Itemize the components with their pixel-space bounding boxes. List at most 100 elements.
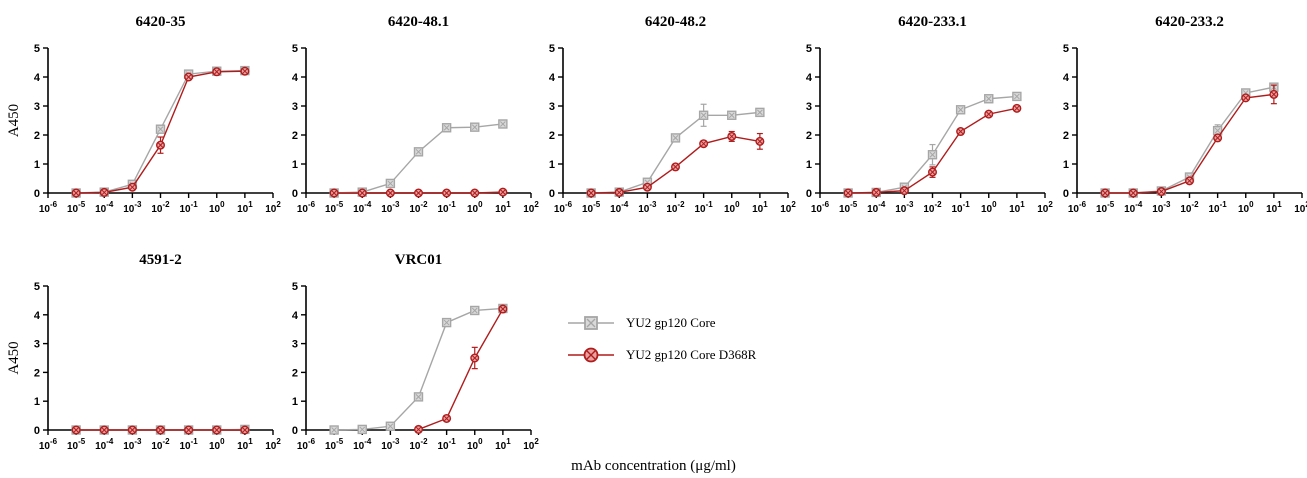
y-tick-label: 4 (292, 310, 299, 322)
x-tick-label: 10-4 (867, 200, 886, 215)
data-point-circle (1241, 93, 1251, 103)
chart-panel: 6420-48.2 0 1 2 3 4 5 10-6 10-5 10-4 10-3 10-2 10-1 1… (549, 14, 796, 215)
data-point-circle (498, 304, 508, 314)
data-point-circle (240, 66, 250, 76)
panel-title: VRC01 (395, 252, 443, 268)
x-tick-label: 10-2 (151, 200, 170, 215)
data-point-square (727, 110, 737, 120)
y-tick-label: 5 (806, 43, 812, 55)
data-point-circle (212, 425, 222, 435)
series-core (329, 119, 508, 198)
x-tick-label: 10-6 (554, 200, 573, 215)
y-tick-label: 4 (34, 72, 41, 84)
y-tick-label: 4 (1063, 72, 1070, 84)
x-tick-label: 10-3 (895, 200, 914, 215)
x-tick-label: 101 (752, 200, 768, 215)
y-tick-label: 3 (34, 339, 40, 351)
y-tick-label: 4 (292, 72, 299, 84)
series-core (329, 303, 508, 435)
x-tick-label: 10-3 (123, 200, 142, 215)
data-point-circle (1100, 188, 1110, 198)
data-point-circle (470, 188, 480, 198)
data-point-circle (843, 188, 853, 198)
y-tick-label: 3 (806, 101, 812, 113)
x-tick-label: 10-2 (923, 200, 942, 215)
data-point-circle (71, 188, 81, 198)
x-tick-label: 10-2 (409, 437, 428, 452)
x-tick-label: 10-4 (95, 437, 114, 452)
y-tick-label: 2 (34, 130, 40, 142)
data-point-circle (184, 425, 194, 435)
y-tick-label: 1 (292, 396, 298, 408)
data-point-circle (414, 424, 424, 434)
series-core-d368r (329, 187, 508, 198)
data-point-circle (212, 67, 222, 77)
data-point-circle (127, 182, 137, 192)
data-point-circle (984, 109, 994, 119)
x-tick-label: 10-5 (839, 200, 858, 215)
x-tick-label: 10-4 (610, 200, 629, 215)
data-point-square (441, 123, 452, 133)
data-point-circle (1128, 188, 1138, 198)
x-tick-label: 10-4 (1124, 200, 1143, 215)
series-core-d368r (71, 66, 250, 198)
data-point-circle (586, 188, 596, 198)
x-tick-label: 100 (209, 200, 225, 215)
y-tick-label: 1 (1063, 159, 1069, 171)
y-tick-label: 0 (806, 188, 812, 200)
x-tick-label: 101 (237, 437, 253, 452)
data-point-circle (442, 188, 452, 198)
y-tick-label: 2 (292, 130, 298, 142)
x-tick-label: 101 (1266, 200, 1282, 215)
y-tick-label: 3 (292, 339, 298, 351)
data-point-square (329, 425, 339, 435)
y-tick-label: 4 (34, 310, 41, 322)
chart-panel: 6420-48.1 0 1 2 3 4 5 10-6 10-5 10-4 10-3 10-2 10-1 1… (292, 14, 539, 215)
series-core (586, 103, 765, 198)
x-tick-label: 102 (265, 200, 281, 215)
y-axis-label: A450 (6, 341, 22, 374)
x-tick-label: 102 (523, 437, 539, 452)
x-tick-label: 10-1 (695, 200, 714, 215)
y-tick-label: 4 (549, 72, 556, 84)
y-tick-label: 5 (292, 43, 298, 55)
y-tick-label: 1 (34, 396, 40, 408)
data-point-circle (155, 425, 165, 435)
y-tick-label: 1 (806, 159, 812, 171)
x-tick-label: 10-5 (67, 200, 86, 215)
chart-panel: 6420-35 0 1 2 3 4 5 10-6 10-5 10-4 10-3 10-2 10-1 100… (6, 14, 281, 215)
data-point-circle (385, 188, 395, 198)
data-point-circle (1012, 103, 1022, 113)
y-tick-label: 3 (1063, 101, 1069, 113)
x-tick-label: 101 (237, 200, 253, 215)
series-line (418, 308, 504, 431)
x-tick-label: 10-5 (1096, 200, 1115, 215)
data-point-square (385, 421, 396, 431)
y-tick-label: 5 (549, 43, 555, 55)
data-point-circle (1269, 89, 1279, 99)
data-point-circle (329, 188, 339, 198)
x-tick-label: 100 (981, 200, 997, 215)
data-point-circle (1213, 133, 1223, 143)
y-tick-label: 2 (34, 367, 40, 379)
data-point-square (413, 147, 424, 157)
y-tick-label: 5 (292, 281, 298, 293)
x-tick-label: 10-3 (123, 437, 142, 452)
panel-title: 4591-2 (139, 252, 182, 268)
y-tick-label: 3 (549, 101, 555, 113)
panel-title: 6420-233.2 (1155, 14, 1224, 30)
data-point-circle (357, 188, 367, 198)
data-point-square (413, 392, 424, 402)
data-point-square (755, 107, 765, 118)
series-line (591, 111, 760, 194)
data-point-circle (928, 167, 938, 177)
x-tick-label: 10-1 (952, 200, 971, 215)
data-point-circle (127, 425, 137, 435)
circle-x-marker-icon (568, 347, 614, 363)
data-point-circle (871, 187, 881, 197)
x-tick-label: 10-5 (325, 437, 344, 452)
y-tick-label: 2 (292, 367, 298, 379)
chart-panel: 6420-233.2 0 1 2 3 4 5 10-6 10-5 10-4 10-3 10-2 10-1… (1063, 14, 1307, 215)
y-tick-label: 2 (1063, 130, 1069, 142)
y-tick-label: 2 (549, 130, 555, 142)
